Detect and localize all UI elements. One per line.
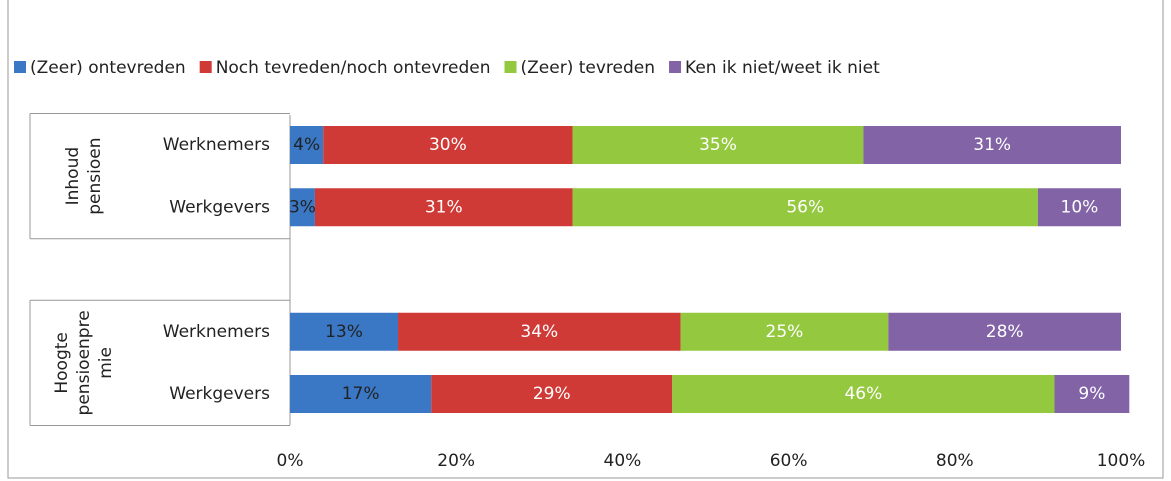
bar-segment bbox=[572, 126, 864, 164]
legend-label: (Zeer) tevreden bbox=[521, 58, 656, 78]
value-label: 35% bbox=[699, 135, 737, 155]
legend-label: Ken ik niet/weet ik niet bbox=[685, 58, 880, 78]
bar-segment bbox=[290, 126, 324, 164]
legend-swatch bbox=[14, 61, 26, 73]
value-label: 25% bbox=[766, 322, 804, 342]
group-label: Hoogte bbox=[52, 332, 72, 394]
x-tick-label: 60% bbox=[770, 451, 808, 471]
bar-segment bbox=[672, 375, 1055, 413]
value-label: 31% bbox=[425, 197, 463, 217]
value-label: 17% bbox=[342, 384, 380, 404]
y-tick-label: Werkgevers bbox=[169, 197, 270, 217]
group-label: Inhoud bbox=[63, 147, 83, 206]
bar-segment bbox=[431, 375, 673, 413]
bar-segment bbox=[290, 375, 432, 413]
legend-swatch bbox=[199, 61, 212, 73]
x-tick-label: 100% bbox=[1097, 451, 1146, 471]
group-label: pensioen bbox=[85, 138, 105, 215]
value-label: 30% bbox=[429, 135, 467, 155]
y-tick-label: Werknemers bbox=[163, 135, 270, 155]
bar-segment bbox=[863, 126, 1121, 164]
legend-label: Noch tevreden/noch ontevreden bbox=[216, 58, 491, 78]
chart-frame bbox=[7, 0, 1164, 479]
legend-swatch bbox=[669, 61, 682, 73]
value-label: 4% bbox=[293, 135, 320, 155]
bar-segment bbox=[888, 312, 1121, 351]
value-label: 31% bbox=[973, 135, 1011, 155]
bar-segment bbox=[1037, 188, 1121, 227]
group-label: pensioenpre bbox=[74, 310, 94, 415]
group-label: mie bbox=[96, 347, 116, 379]
y-tick-label: Werkgevers bbox=[169, 384, 270, 404]
legend-label: (Zeer) ontevreden bbox=[30, 58, 186, 78]
value-label: 46% bbox=[844, 384, 882, 404]
bar-segment bbox=[398, 312, 681, 351]
bar-segment bbox=[323, 126, 573, 164]
bar-segment bbox=[680, 312, 889, 351]
value-label: 3% bbox=[289, 197, 316, 217]
value-label: 56% bbox=[786, 197, 824, 217]
bar-segment bbox=[290, 312, 399, 351]
value-label: 10% bbox=[1061, 197, 1099, 217]
bar-segment bbox=[314, 188, 573, 227]
value-label: 28% bbox=[986, 322, 1024, 342]
x-tick-label: 40% bbox=[604, 451, 642, 471]
value-label: 29% bbox=[533, 384, 571, 404]
x-tick-label: 0% bbox=[277, 451, 304, 471]
bar-segment bbox=[1054, 375, 1130, 413]
bar-segment bbox=[572, 188, 1038, 227]
legend-swatch bbox=[504, 61, 517, 73]
value-label: 9% bbox=[1078, 384, 1105, 404]
value-label: 34% bbox=[520, 322, 558, 342]
bar-segment bbox=[290, 188, 315, 227]
x-tick-label: 80% bbox=[936, 451, 974, 471]
value-label: 13% bbox=[325, 322, 363, 342]
y-tick-label: Werknemers bbox=[163, 322, 270, 342]
x-tick-label: 20% bbox=[437, 451, 475, 471]
